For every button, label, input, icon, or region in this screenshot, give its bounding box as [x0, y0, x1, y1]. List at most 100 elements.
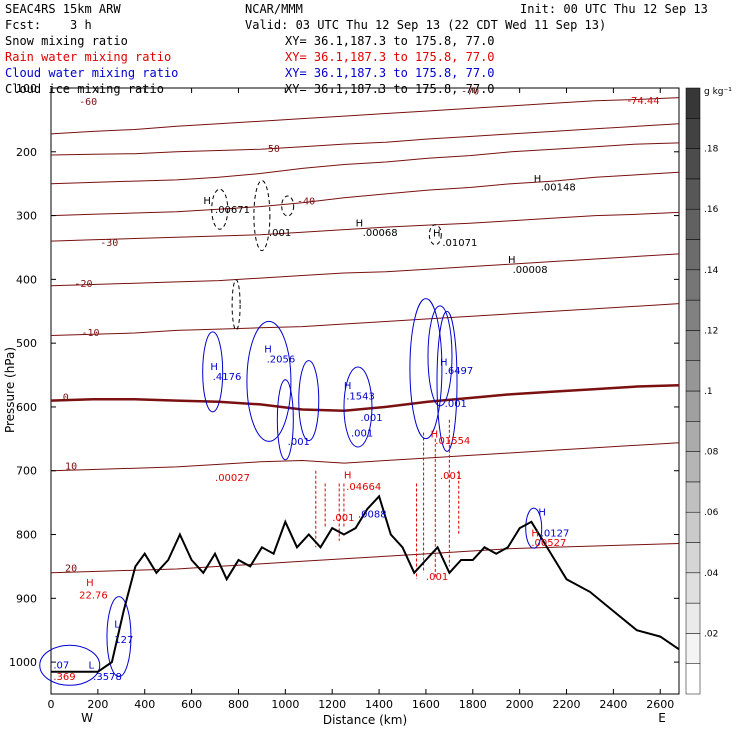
isotherm-0 [50, 384, 680, 413]
x-tick-label: 800 [228, 698, 249, 711]
cloud-contour [427, 305, 453, 407]
colorbar: .02 .04 .06 .08 .1 .12 .14 .16 .18 [685, 87, 719, 695]
colorbar-cell [685, 663, 701, 695]
colorbar-cell [685, 118, 701, 149]
isotherm-10 [50, 442, 680, 472]
isotherm--50 [50, 142, 680, 185]
cloud-label: L [88, 660, 94, 671]
cloud-contour [298, 360, 320, 442]
ice-label: .00148 [541, 183, 576, 194]
rain-label: 22.76 [79, 590, 108, 601]
colorbar-cell [685, 299, 701, 331]
y-tick-label: 700 [16, 465, 37, 478]
temperature-contours: -70 -60 -50 -40 -30 -20 -10 0 10 20 [50, 86, 680, 575]
isotherm--30 [50, 211, 680, 242]
west-label: W [81, 711, 93, 725]
x-tick-label: 1600 [412, 698, 440, 711]
isotherm--70 [50, 97, 680, 135]
ice-contour [211, 188, 229, 230]
isotherm-label: -60 [79, 97, 97, 108]
cloud-label: .6497 [445, 366, 474, 377]
cloud-label: .07 [53, 660, 69, 671]
x-tick-label: 1200 [318, 698, 346, 711]
isotherm-label: -20 [74, 279, 92, 290]
x-tick-label: 600 [181, 698, 202, 711]
cloud-label: H [344, 381, 352, 392]
colorbar-tick-label: .18 [704, 145, 719, 155]
valid-time: Valid: 03 UTC Thu 12 Sep 13 (22 CDT Wed … [245, 18, 606, 32]
isotherm-label: 10 [65, 461, 77, 472]
ice-label: H [534, 174, 542, 185]
colorbar-cell [685, 360, 701, 392]
cloud-contour [39, 644, 101, 686]
y-tick-label: 900 [16, 592, 37, 605]
y-tick-label: 300 [16, 210, 37, 223]
cloud-contour [202, 331, 224, 413]
field-name: Cloud water mixing ratio [5, 66, 178, 80]
isotherm-label: -50 [262, 144, 280, 155]
rain-label: H [431, 430, 439, 441]
x-axis-label: Distance (km) [323, 713, 407, 727]
isotherm--40 [50, 171, 680, 217]
colorbar-tick-label: .06 [704, 508, 719, 518]
cloud-label: H [210, 362, 218, 373]
isotherm--20 [50, 253, 680, 287]
header: SEAC4RS 15km ARW NCAR/MMM Init: 00 UTC T… [5, 2, 708, 96]
colorbar-cell [685, 572, 701, 604]
colorbar-units: g kg⁻¹ [704, 87, 732, 97]
y-tick-label: 400 [16, 273, 37, 286]
isotherm-label: -30 [100, 238, 118, 249]
ice-label: H [203, 196, 211, 207]
cloud-label: .0127 [541, 528, 570, 539]
isotherm-20 [50, 543, 680, 574]
isotherm-label: 0 [63, 393, 69, 404]
rain-label: H [531, 528, 539, 539]
fcst-value: 3 h [70, 18, 92, 32]
x-tick-label: 2000 [506, 698, 534, 711]
ice-label: H [433, 229, 441, 240]
cloud-contour [246, 320, 292, 442]
cloud-contour [409, 298, 443, 440]
ice-contour [253, 180, 271, 252]
colorbar-cell [685, 481, 701, 513]
colorbar-tick-label: .1 [704, 387, 713, 397]
ice-label: .00671 [215, 205, 250, 216]
rain-label: .00527 [531, 538, 566, 549]
cloud-label: 127 [114, 635, 133, 646]
field-xy: XY= 36.1,187.3 to 175.8, 77.0 [285, 34, 495, 48]
model-name: SEAC4RS 15km ARW [5, 2, 121, 16]
rain-label: .04664 [346, 482, 381, 493]
ice-contour [231, 279, 241, 331]
x-tick-label: 1400 [365, 698, 393, 711]
ice-label: .01071 [442, 238, 477, 249]
isotherm--60 [50, 123, 680, 156]
ice-label: .00068 [363, 228, 398, 239]
ice-contour [428, 224, 442, 246]
colorbar-cell [685, 511, 701, 543]
y-axis-label: Pressure (hPa) [3, 347, 17, 433]
rain-label: .001 [332, 513, 354, 524]
cloud-contour [106, 596, 132, 678]
colorbar-cell [685, 148, 701, 180]
y-tick-label: 200 [16, 146, 37, 159]
cloud-label: H [538, 507, 546, 518]
colorbar-tick-label: .04 [704, 569, 719, 579]
isotherm-label: -10 [81, 328, 99, 339]
field-xy: XY= 36.1,187.3 to 175.8, 77.0 [285, 82, 495, 96]
isotherm--10 [50, 303, 680, 336]
colorbar-tick-label: .02 [704, 629, 718, 639]
cloud-label: H [440, 357, 448, 368]
cloud-contour [436, 310, 458, 452]
field-name: Cloud ice mixing ratio [5, 82, 164, 96]
field-name: Rain water mixing ratio [5, 50, 171, 64]
field-name: Snow mixing ratio [5, 34, 128, 48]
cloud-label: .001 [351, 428, 373, 439]
colorbar-cell [685, 87, 701, 119]
rain-label: .001 [440, 471, 462, 482]
x-tick-label: 2400 [599, 698, 627, 711]
ice-label: .00008 [513, 265, 548, 276]
x-tick-label: 1000 [271, 698, 299, 711]
x-tick-label: 2600 [646, 698, 674, 711]
ice-label: H [508, 255, 516, 266]
